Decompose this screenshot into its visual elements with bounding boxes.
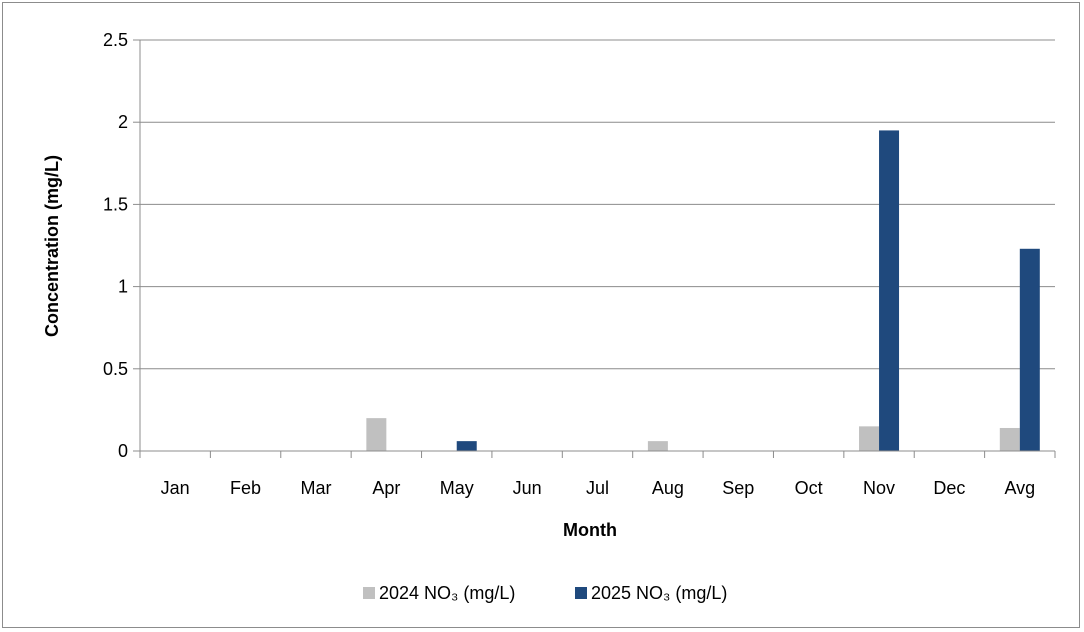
bar-2025-nov: [879, 130, 900, 452]
bar-2024-avg: [999, 427, 1020, 451]
legend-swatch-2024: [363, 587, 375, 599]
x-tick-label: Oct: [795, 478, 823, 498]
bar-2024-apr: [366, 418, 387, 451]
gridlines: [140, 39, 1055, 370]
x-tick-label: Jun: [513, 478, 542, 498]
y-tick-label: 0: [118, 441, 128, 461]
x-axis-title: Month: [563, 520, 617, 540]
y-tick-label: 1: [118, 277, 128, 297]
y-tick-label: 0.5: [103, 359, 128, 379]
x-tick-label: May: [440, 478, 474, 498]
y-tick-labels: 0 0.5 1 1.5 2 2.5: [103, 30, 128, 461]
bars: [366, 130, 1040, 452]
x-tick-label: Jan: [161, 478, 190, 498]
x-tick-label: Nov: [863, 478, 895, 498]
bar-2025-may: [456, 441, 477, 451]
bar-2025-avg: [1019, 248, 1040, 451]
y-tick-label: 1.5: [103, 194, 128, 214]
x-tick-label: Dec: [933, 478, 965, 498]
legend-label-2025: 2025 NO₃ (mg/L): [591, 583, 727, 603]
y-axis-title: Concentration (mg/L): [42, 155, 62, 337]
legend-swatch-2025: [575, 587, 587, 599]
x-tick-label: Apr: [372, 478, 400, 498]
bar-2024-aug: [647, 441, 668, 451]
x-tick-label: Jul: [586, 478, 609, 498]
y-tick-label: 2: [118, 112, 128, 132]
legend: 2024 NO₃ (mg/L) 2025 NO₃ (mg/L): [363, 583, 727, 603]
axes: [133, 39, 1056, 458]
y-tick-label: 2.5: [103, 30, 128, 50]
x-tick-label: Sep: [722, 478, 754, 498]
x-tick-label: Feb: [230, 478, 261, 498]
legend-label-2024: 2024 NO₃ (mg/L): [379, 583, 515, 603]
x-tick-label: Avg: [1004, 478, 1035, 498]
x-tick-label: Aug: [652, 478, 684, 498]
bar-2024-nov: [859, 426, 880, 451]
x-tick-labels: Jan Feb Mar Apr May Jun Jul Aug Sep Oct Nov Dec Avg: [161, 478, 1035, 498]
x-tick-label: Mar: [300, 478, 331, 498]
